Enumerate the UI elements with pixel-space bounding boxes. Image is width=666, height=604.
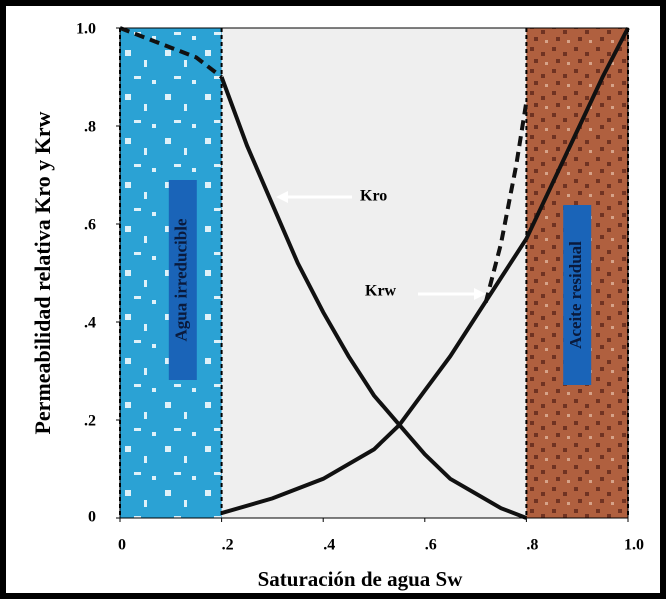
arrow-head: [474, 288, 486, 300]
y-tick-label: .4: [84, 315, 96, 332]
y-tick-label: .2: [84, 413, 96, 430]
line: [483, 101, 529, 303]
y-tick-label: 0: [88, 509, 96, 526]
annotation: Kro: [360, 188, 387, 205]
x-tick-label: .8: [526, 537, 538, 554]
line: [219, 76, 528, 520]
x-tick-label: .4: [323, 537, 335, 554]
region-label-box: [563, 205, 592, 385]
plot-border: [119, 27, 629, 519]
x-tick-label: 1.0: [624, 537, 644, 554]
region-label: Agua irreducible: [172, 218, 191, 341]
y-tick-label: .8: [84, 119, 96, 136]
region-label-box: [168, 180, 197, 380]
x-tick-label: 0: [118, 537, 126, 554]
line: [119, 26, 223, 79]
x-axis-label: Saturación de agua Sw: [258, 567, 464, 591]
y-axis-label: Permeabilidad relativa Kro y Krw: [30, 111, 55, 434]
annotation: Krw: [365, 283, 397, 300]
x-tick-label: .6: [425, 537, 437, 554]
region-label: Aceite residual: [566, 241, 585, 349]
y-tick-label: .6: [84, 217, 96, 234]
y-tick-label: 1.0: [76, 21, 96, 38]
arrow-head: [276, 191, 288, 203]
line: [221, 27, 630, 516]
x-tick-label: .2: [222, 537, 234, 554]
